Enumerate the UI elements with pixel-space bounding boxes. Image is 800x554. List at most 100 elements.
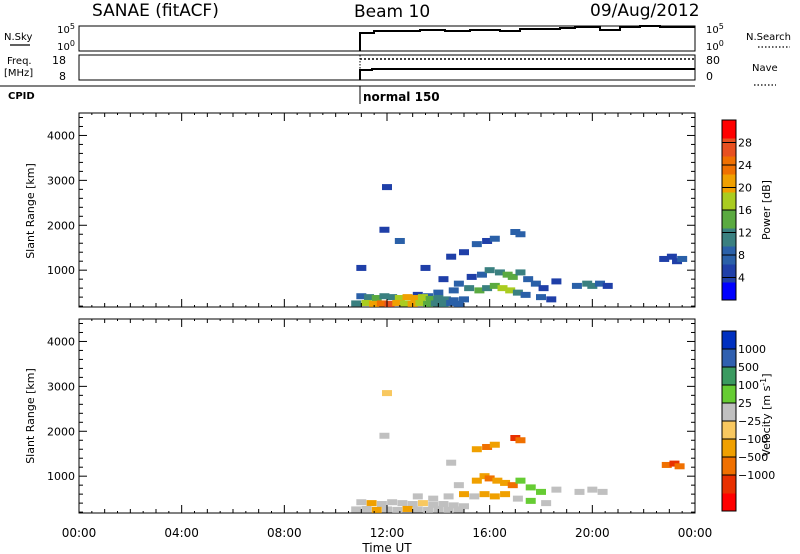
power-y-ticks: 1000 2000 3000 4000 [47,116,695,307]
heatmap-cell [410,295,421,302]
cpid-label: CPID [8,91,35,102]
nsky-tick-top: 105 [57,22,75,36]
heatmap-cell [479,491,490,498]
heatmap-cell [446,299,457,306]
heatmap-cell [356,293,367,300]
heatmap-cell [423,300,434,307]
heatmap-cell [394,295,405,302]
heatmap-cell [402,505,413,512]
power-colorbar-label: Power [dB] [760,180,773,240]
heatmap-cell [428,495,439,502]
heatmap-cell [394,237,405,244]
x-tick-label: 20:00 [575,526,610,540]
heatmap-cell [387,294,398,301]
x-tick-label: 04:00 [164,526,199,540]
freq-tick-bottom: 8 [59,70,66,83]
heatmap-cell [574,488,585,495]
heatmap-cell [387,499,398,506]
x-axis-label: Time UT [361,541,412,554]
freq-label-1: Freq. [7,56,32,67]
heatmap-cell [500,479,511,486]
velocity-plot-frame [78,318,696,514]
colorbar-tick-label: 28 [738,137,752,150]
heatmap-cell [382,184,392,191]
heatmap-cell [371,506,382,513]
heatmap-cell [453,280,464,287]
heatmap-cell [428,501,439,508]
heatmap-cell [356,264,367,271]
heatmap-cell [415,299,426,306]
y-tick-label: 1000 [47,470,75,483]
heatmap-cell [466,273,477,280]
nsky-panel [78,25,696,52]
colorbar-segment [722,192,736,211]
power-panel: 1000 2000 3000 4000 Slant Range [km] 4 8 12 16… [24,112,773,308]
heatmap-cell [530,280,541,287]
heatmap-cell [417,500,428,507]
heatmap-cell [433,505,444,512]
heatmap-cell [525,484,536,491]
beam-title: Beam 10 [354,2,430,22]
colorbar-segment [722,174,736,193]
heatmap-cell [674,463,685,470]
nsky-tick-bottom: 100 [57,39,75,53]
heatmap-cell [453,300,464,307]
heatmap-cell [597,488,608,495]
y-tick-label: 2000 [47,425,75,438]
heatmap-cell [489,235,500,242]
colorbar-tick-label: 20 [738,182,752,195]
nave-label: Nave [752,63,778,74]
velocity-x-ticks [78,319,696,513]
heatmap-cell [371,295,382,302]
power-ylabel: Slant Range [km] [24,163,37,259]
velocity-ylabel: Slant Range [km] [24,368,37,464]
heatmap-cell [536,488,546,495]
nave-tick-top: 80 [706,54,720,67]
heatmap-cell [433,295,444,302]
heatmap-cell [407,501,418,508]
heatmap-cell [479,473,490,480]
heatmap-cell [471,241,482,248]
heatmap-cell [384,300,395,307]
heatmap-cell [484,475,495,482]
power-plot-frame [78,112,696,308]
heatmap-cell [661,461,672,468]
heatmap-cell [546,296,557,303]
heatmap-cell [512,289,523,296]
x-tick-labels: 00:00 04:00 08:00 12:00 16:00 20:00 00:00 [62,526,713,540]
heatmap-cell [582,280,593,287]
heatmap-cell [510,435,521,442]
heatmap-cell [379,293,390,300]
y-tick-label: 3000 [47,174,75,187]
heatmap-cell [459,249,469,256]
heatmap-cell [392,299,403,306]
colorbar-tick-label: −1000 [738,469,775,482]
heatmap-cell [446,253,457,260]
power-cells [351,184,688,307]
heatmap-cell [523,276,534,283]
heatmap-cell [433,289,444,296]
colorbar-tick-label: 500 [738,361,759,374]
heatmap-cell [669,460,680,467]
heatmap-cell [361,505,372,512]
y-tick-label: 3000 [47,380,75,393]
freq-label-2: [MHz] [4,68,33,79]
heatmap-cell [379,226,390,233]
heatmap-cell [382,390,392,397]
colorbar-segment [722,331,736,350]
heatmap-cell [484,267,495,274]
heatmap-cell [441,296,452,303]
colorbar-segment [722,349,736,368]
colorbar-segment [722,228,736,247]
heatmap-cell [500,491,511,498]
y-tick-label: 2000 [47,219,75,232]
heatmap-cell [453,506,464,513]
nsearch-label: N.Search [746,32,791,43]
colorbar-tick-label: 4 [738,272,745,285]
heatmap-cell [525,497,536,504]
colorbar-segment [722,264,736,283]
heatmap-cell [497,285,508,292]
colorbar-segment [722,367,736,386]
heatmap-cell [364,294,375,301]
